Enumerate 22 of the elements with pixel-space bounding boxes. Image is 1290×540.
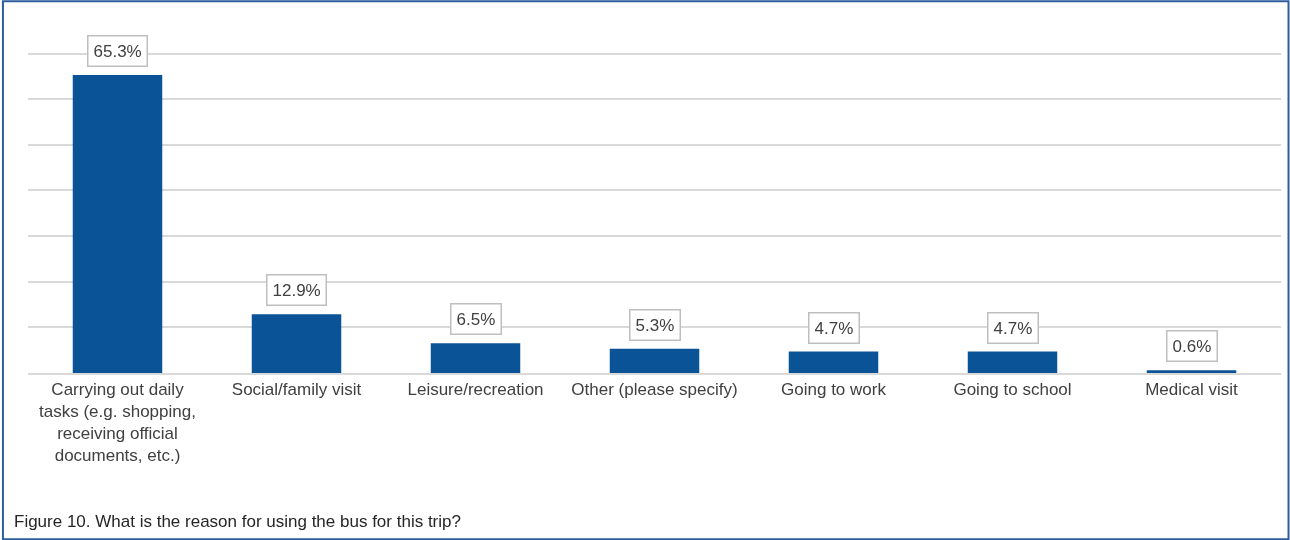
bar	[430, 343, 521, 373]
x-tick-label: Medical visit	[1145, 380, 1239, 400]
bar	[967, 351, 1058, 373]
x-tick-label: Carrying out daily tasks (e.g. shopping, receiving official documents, etc.)	[39, 380, 196, 466]
x-tick-label: Other (please specify)	[571, 380, 738, 400]
bar	[251, 314, 342, 373]
bar	[609, 348, 700, 373]
x-tick-label: Going to work	[781, 380, 887, 400]
data-label: 0.6%	[1172, 336, 1212, 356]
x-tick-label: Social/family visit	[231, 380, 362, 400]
caption: Figure 10. What is the reason for using the bus for this trip?	[14, 512, 461, 531]
data-label: 65.3%	[93, 41, 142, 61]
data-label: 6.5%	[456, 309, 496, 329]
bar	[72, 75, 163, 373]
x-tick-label: Going to school	[953, 380, 1072, 400]
data-label: 4.7%	[814, 318, 854, 338]
data-label: 5.3%	[635, 315, 675, 335]
data-label: 12.9%	[272, 280, 321, 300]
data-label: 4.7%	[993, 318, 1033, 338]
bar	[788, 351, 879, 373]
bar	[1146, 370, 1237, 373]
x-tick-label: Leisure/recreation	[407, 380, 544, 400]
